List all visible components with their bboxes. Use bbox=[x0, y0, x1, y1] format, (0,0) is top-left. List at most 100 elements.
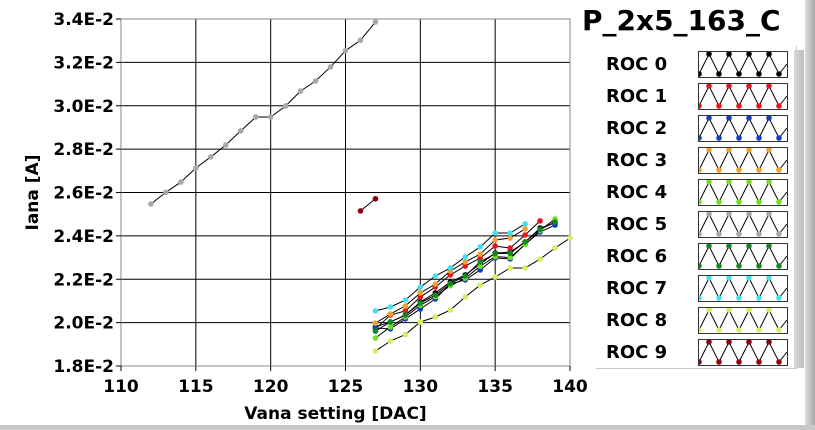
x-tick-label: 120 bbox=[253, 377, 289, 397]
x-tick-label: 135 bbox=[477, 377, 513, 397]
legend-swatch-icon bbox=[698, 243, 788, 270]
data-point bbox=[387, 324, 394, 330]
x-tick-label: 110 bbox=[103, 377, 139, 397]
data-point bbox=[507, 235, 513, 241]
y-tick-label: 2.0E-2 bbox=[53, 314, 114, 334]
legend-label: ROC 4 bbox=[606, 182, 668, 203]
legend-swatch-icon bbox=[698, 339, 788, 366]
data-point bbox=[537, 226, 543, 233]
legend-label: ROC 2 bbox=[606, 118, 668, 139]
series-roc-1 bbox=[372, 218, 543, 332]
data-point bbox=[522, 221, 528, 227]
data-point bbox=[507, 230, 513, 236]
y-tick-label: 2.2E-2 bbox=[53, 270, 114, 290]
data-point bbox=[237, 128, 244, 134]
data-point bbox=[417, 319, 424, 325]
x-tick-label: 125 bbox=[328, 377, 364, 397]
data-point bbox=[372, 195, 379, 202]
data-point bbox=[372, 308, 379, 314]
legend-swatch-icon bbox=[698, 51, 788, 78]
axes: 110 115 120 125 130 135 140 1.8E-2 2.0E-2 2.2E-2 2… bbox=[53, 10, 588, 397]
x-axis-title: Vana setting [DAC] bbox=[244, 404, 426, 424]
series-roc-8 bbox=[372, 235, 573, 354]
data-point bbox=[342, 47, 349, 54]
data-point bbox=[492, 237, 498, 243]
data-point bbox=[477, 255, 484, 261]
data-point bbox=[402, 308, 409, 314]
data-point bbox=[462, 273, 469, 279]
data-point bbox=[312, 78, 319, 84]
y-tick-label: 3.0E-2 bbox=[53, 97, 114, 117]
data-point bbox=[522, 265, 528, 271]
data-point bbox=[477, 244, 484, 250]
legend-item: ROC 1 bbox=[596, 81, 796, 113]
legend-label: ROC 7 bbox=[606, 278, 668, 299]
window-edge bbox=[805, 0, 815, 430]
y-tick-label: 2.8E-2 bbox=[53, 140, 114, 160]
series-roc-9 bbox=[357, 195, 379, 214]
data-point bbox=[402, 297, 409, 303]
data-point bbox=[357, 208, 364, 214]
data-point bbox=[372, 335, 379, 341]
y-tick-label: 3.2E-2 bbox=[53, 53, 114, 73]
legend-shadow bbox=[794, 50, 804, 368]
data-point bbox=[477, 251, 484, 257]
data-point bbox=[477, 259, 484, 265]
data-point bbox=[492, 274, 498, 280]
legend-item: ROC 7 bbox=[596, 273, 796, 305]
grid bbox=[121, 19, 570, 366]
x-tick-label: 115 bbox=[178, 377, 214, 397]
data-point bbox=[447, 265, 454, 271]
data-point bbox=[462, 254, 469, 260]
data-point bbox=[267, 114, 274, 120]
data-point bbox=[447, 307, 454, 313]
legend-item: ROC 2 bbox=[596, 113, 796, 145]
legend-label: ROC 0 bbox=[606, 54, 668, 75]
window-bottom-edge bbox=[0, 425, 815, 430]
legend-swatch-icon bbox=[698, 307, 788, 334]
data-point bbox=[402, 331, 409, 338]
series-roc-7 bbox=[372, 221, 528, 314]
data-point bbox=[297, 88, 304, 94]
data-point bbox=[163, 189, 169, 196]
data-point bbox=[252, 114, 259, 120]
data-point bbox=[447, 272, 454, 278]
y-tick-label: 3.4E-2 bbox=[53, 10, 114, 30]
legend-item: ROC 8 bbox=[596, 305, 796, 337]
legend-swatch-icon bbox=[698, 275, 788, 302]
data-point bbox=[522, 239, 528, 245]
legend: ROC 0 ROC 1 ROC 2 ROC 3 ROC 4 ROC 5 ROC 6 ROC 7… bbox=[596, 46, 797, 369]
y-tick-label: 2.4E-2 bbox=[53, 227, 114, 247]
data-point bbox=[417, 284, 424, 290]
data-point bbox=[462, 259, 469, 265]
data-point bbox=[522, 226, 528, 232]
data-point bbox=[282, 103, 289, 109]
data-point bbox=[417, 294, 424, 300]
legend-label: ROC 1 bbox=[606, 86, 668, 107]
data-point bbox=[387, 338, 394, 344]
y-axis-title: Iana [A] bbox=[23, 155, 43, 231]
data-point bbox=[372, 320, 379, 326]
data-point bbox=[357, 37, 364, 44]
data-point bbox=[507, 245, 513, 251]
data-point bbox=[387, 311, 394, 317]
series-roc-6 bbox=[372, 219, 558, 334]
y-tick-label: 1.8E-2 bbox=[53, 357, 114, 377]
data-point bbox=[208, 154, 214, 160]
data-point bbox=[402, 312, 409, 318]
legend-item: ROC 4 bbox=[596, 177, 796, 209]
data-point bbox=[417, 300, 424, 306]
data-point bbox=[537, 256, 543, 262]
data-point bbox=[417, 290, 424, 296]
series-roc-5 bbox=[148, 19, 379, 207]
data-point bbox=[148, 201, 154, 207]
data-point bbox=[447, 280, 454, 287]
legend-swatch-icon bbox=[698, 115, 788, 142]
legend-item: ROC 6 bbox=[596, 241, 796, 273]
data-point bbox=[402, 303, 409, 309]
legend-swatch-icon bbox=[698, 179, 788, 206]
legend-item: ROC 3 bbox=[596, 145, 796, 177]
data-point bbox=[507, 265, 513, 271]
data-point bbox=[432, 292, 439, 298]
